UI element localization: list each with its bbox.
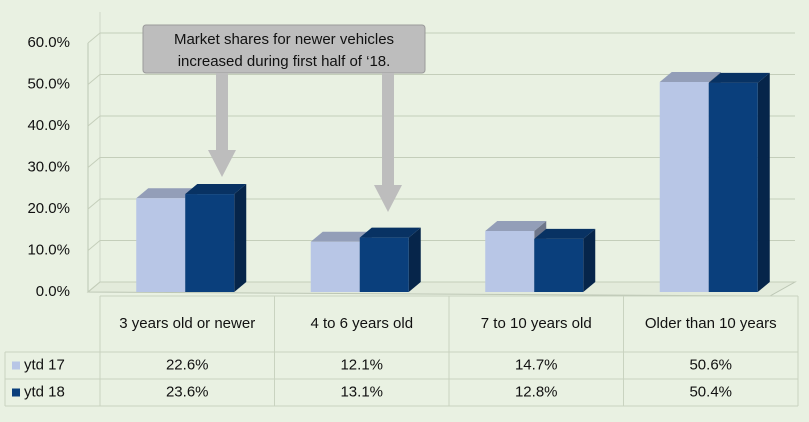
x-tick-label: 3 years old or newer bbox=[119, 315, 256, 332]
x-tick-label-box: 3 years old or newer bbox=[119, 315, 256, 332]
bar-side bbox=[408, 227, 421, 292]
x-tick-label: 7 to 10 years old bbox=[480, 315, 592, 332]
bar-side bbox=[234, 184, 247, 292]
callout: Market shares for newer vehicles increas… bbox=[142, 24, 426, 212]
bar bbox=[185, 184, 247, 292]
bar bbox=[485, 230, 535, 292]
bar-top bbox=[485, 220, 547, 231]
bar-top bbox=[185, 184, 247, 195]
bar bbox=[136, 198, 186, 292]
data-label: 12.1% bbox=[340, 356, 383, 373]
bar-top bbox=[708, 72, 770, 83]
legend-label: ytd 17 bbox=[24, 356, 65, 373]
annotation: increased during first half of ‘18. bbox=[178, 53, 391, 70]
bar bbox=[659, 82, 709, 292]
bar bbox=[359, 227, 421, 292]
bar bbox=[534, 228, 596, 292]
bar bbox=[708, 82, 758, 292]
x-tick-label: 4 to 6 years old bbox=[310, 315, 414, 332]
y-tick-label: 40.0% bbox=[27, 117, 70, 134]
grid-line bbox=[87, 74, 795, 85]
bar bbox=[534, 238, 584, 292]
bar-top bbox=[359, 227, 421, 238]
data-label: 50.6% bbox=[689, 356, 732, 373]
data-label: 22.6% bbox=[166, 356, 209, 373]
grid-line bbox=[87, 157, 795, 168]
grid-line bbox=[87, 198, 795, 210]
bar-top bbox=[659, 72, 721, 83]
data-label: 23.6% bbox=[166, 383, 209, 400]
data-label: 14.7% bbox=[515, 356, 558, 373]
x-tick-label-box: 7 to 10 years old bbox=[480, 315, 592, 332]
x-tick-label-box: 4 to 6 years old bbox=[310, 315, 414, 332]
grid-line bbox=[87, 115, 795, 127]
y-tick-label: 10.0% bbox=[27, 241, 70, 258]
bar bbox=[185, 194, 235, 292]
y-tick-label: 30.0% bbox=[27, 158, 70, 175]
bar-top bbox=[310, 231, 372, 242]
y-tick-label: 60.0% bbox=[27, 34, 70, 51]
y-tick-label: 50.0% bbox=[27, 75, 70, 92]
data-label: 12.8% bbox=[515, 383, 558, 400]
x-tick-label-box: Older than 10 years bbox=[644, 315, 777, 332]
bar-side bbox=[583, 228, 596, 292]
y-tick-label: 0.0% bbox=[36, 283, 70, 300]
legend-swatch bbox=[12, 388, 20, 397]
legend-swatch bbox=[12, 361, 20, 370]
bar-top bbox=[136, 188, 198, 199]
x-tick-label: Older than 10 years bbox=[644, 315, 777, 332]
legend-label: ytd 18 bbox=[24, 383, 65, 400]
data-label: 13.1% bbox=[340, 383, 383, 400]
y-tick-label: 20.0% bbox=[27, 200, 70, 217]
bar-side bbox=[757, 72, 770, 292]
bar bbox=[310, 241, 360, 292]
bar-top bbox=[534, 228, 596, 239]
bar bbox=[708, 72, 770, 292]
annotation: Market shares for newer vehicles bbox=[174, 31, 394, 48]
data-label: 50.4% bbox=[689, 383, 732, 400]
bar bbox=[359, 237, 409, 292]
grid-line bbox=[87, 32, 795, 44]
